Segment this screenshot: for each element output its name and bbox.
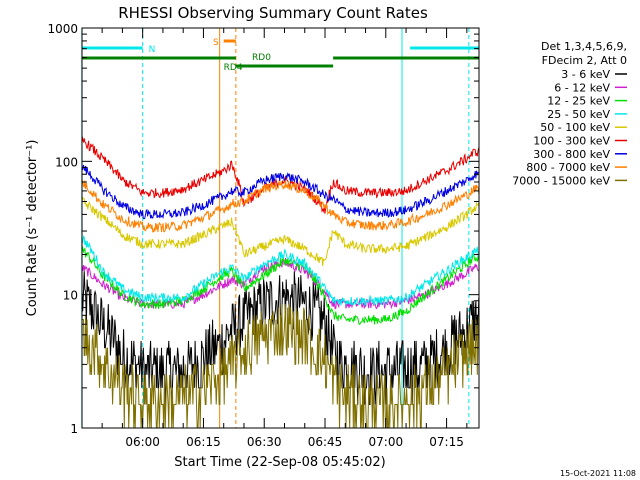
annotation-0: N [149, 45, 156, 55]
y-axis-label: Count Rate (s⁻¹ detector⁻¹) [25, 140, 40, 317]
y-tick-label-2: 100 [55, 155, 78, 169]
series-line-7 [82, 180, 479, 233]
annotation-2: RD0 [252, 53, 271, 63]
legend-label-3: 25 - 50 keV [547, 108, 610, 121]
series-line-6 [82, 164, 479, 220]
annotation-1: S [213, 38, 219, 48]
x-tick-label-1: 06:15 [186, 435, 221, 449]
y-tick-label-3: 1000 [47, 22, 78, 36]
x-axis-label: Start Time (22-Sep-08 05:45:02) [174, 455, 385, 470]
legend-label-7: 800 - 7000 keV [526, 161, 610, 174]
x-tick-label-0: 06:00 [125, 435, 160, 449]
legend-label-6: 300 - 800 keV [533, 148, 610, 161]
chart-title: RHESSI Observing Summary Count Rates [118, 4, 428, 22]
legend-label-4: 50 - 100 keV [540, 121, 610, 134]
legend-label-8: 7000 - 15000 keV [512, 174, 610, 187]
y-tick-label-0: 1 [70, 422, 78, 436]
footer-timestamp: 15-Oct-2021 11:08 [560, 469, 636, 478]
series-line-3 [82, 235, 479, 307]
x-tick-label-2: 06:30 [247, 435, 282, 449]
annotation-3: RD4 [224, 63, 243, 73]
legend-label-0: 3 - 6 keV [561, 68, 610, 81]
x-tick-label-5: 07:15 [429, 435, 464, 449]
x-tick-label-4: 07:00 [369, 435, 404, 449]
legend-header-1: FDecim 2, Att 0 [542, 54, 627, 67]
legend-label-5: 100 - 300 keV [533, 135, 610, 148]
y-tick-label-1: 10 [63, 289, 78, 303]
legend-header-0: Det 1,3,4,5,6,9, [541, 40, 627, 53]
series-line-4 [82, 196, 479, 266]
plot-frame [81, 27, 480, 429]
legend-label-2: 12 - 25 keV [547, 95, 610, 108]
legend-label-1: 6 - 12 keV [554, 81, 610, 94]
series-line-8 [82, 304, 479, 428]
x-tick-label-3: 06:45 [308, 435, 343, 449]
